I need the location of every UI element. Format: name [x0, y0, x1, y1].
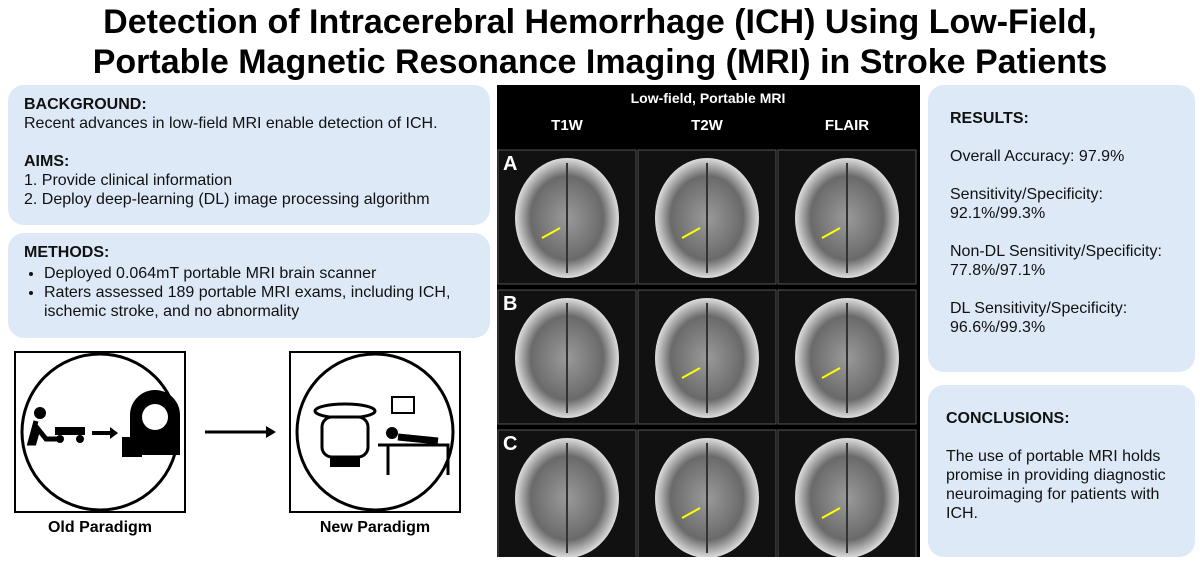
list: Deployed 0.064mT portable MRI brain scan… — [24, 264, 474, 321]
conclusions-box: CONCLUSIONS: The use of portable MRI hol… — [928, 385, 1195, 557]
arrow — [821, 507, 841, 519]
arrow — [821, 367, 841, 379]
mri-panel: Low-field, Portable MRI T1W T2W FLAIR A B C — [497, 85, 920, 562]
heading: BACKGROUND: — [24, 96, 147, 113]
heading: METHODS: — [24, 244, 110, 261]
methods-box: METHODS: Deployed 0.064mT portable MRI b… — [8, 233, 490, 338]
heading: AIMS: — [24, 153, 70, 170]
title: Detection of Intracerebral Hemorrhage (I… — [0, 2, 1200, 82]
paradigm-illustration — [14, 351, 461, 513]
item: 1. Provide clinical information — [24, 172, 233, 189]
arrow — [541, 227, 561, 239]
arrow — [681, 367, 701, 379]
item: Raters assessed 189 portable MRI exams, … — [44, 283, 474, 321]
arrow — [681, 227, 701, 239]
item: 2. Deploy deep-learning (DL) image proce… — [24, 191, 430, 208]
column-label: T1W — [551, 117, 584, 134]
background-box: BACKGROUND: Recent advances in low-field… — [8, 85, 490, 225]
row-label: C — [503, 433, 517, 455]
panel-header: Low-field, Portable MRI — [631, 90, 786, 106]
heading: CONCLUSIONS: — [946, 410, 1070, 427]
row-label: B — [503, 293, 517, 315]
column-label: FLAIR — [825, 117, 869, 134]
mri-grid: Low-field, Portable MRI T1W T2W FLAIR A B C — [497, 90, 917, 562]
arrow — [681, 507, 701, 519]
item: Deployed 0.064mT portable MRI brain scan… — [44, 264, 474, 283]
paradigm-label: Old Paradigm — [47, 519, 153, 536]
title-line: Detection of Intracerebral Hemorrhage (I… — [103, 3, 1097, 41]
item: Sensitivity/Specificity: 92.1%/99.3% — [950, 186, 1103, 222]
text: Recent advances in low-field MRI enable … — [24, 115, 438, 132]
paradigm-label: New Paradigm — [319, 519, 431, 536]
column-label: T2W — [691, 117, 724, 134]
title-line: Portable Magnetic Resonance Imaging (MRI… — [92, 43, 1108, 81]
row-label: A — [503, 153, 517, 175]
results-box: RESULTS: Overall Accuracy: 97.9% Sensiti… — [928, 85, 1195, 372]
heading: RESULTS: — [950, 110, 1029, 127]
item: Non-DL Sensitivity/Specificity: 77.8%/97… — [950, 243, 1162, 279]
item: DL Sensitivity/Specificity: 96.6%/99.3% — [950, 300, 1128, 336]
text: The use of portable MRI holds promise in… — [946, 448, 1166, 522]
arrow — [821, 227, 841, 239]
item: Overall Accuracy: 97.9% — [950, 148, 1125, 165]
